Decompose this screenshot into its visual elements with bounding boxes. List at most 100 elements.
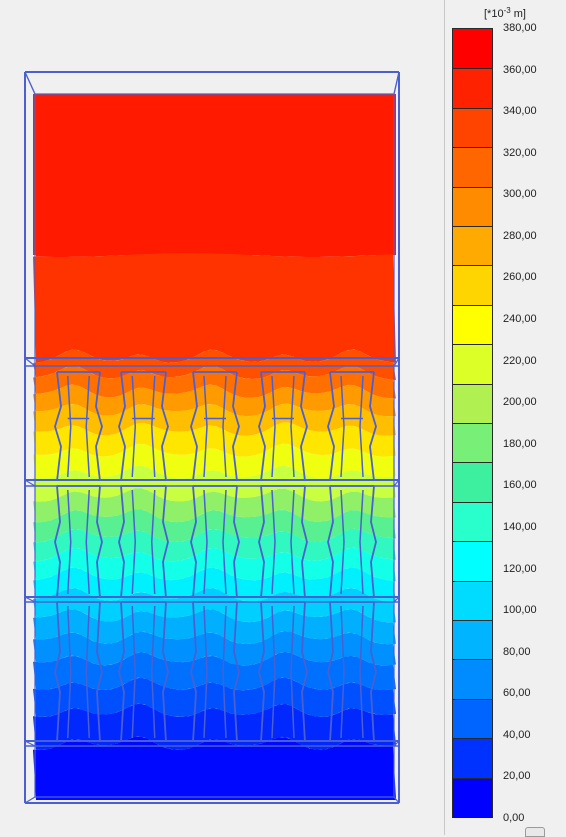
wall-right-edge	[301, 485, 308, 599]
slab-edge	[24, 596, 36, 603]
wall-right-edge	[370, 601, 377, 743]
legend-swatch	[453, 186, 492, 228]
wall-opening-edge	[150, 605, 156, 739]
wall-left-edge	[54, 371, 62, 482]
wall-right-edge	[162, 485, 169, 599]
wall-right-edge	[301, 601, 308, 743]
wall-opening-edge	[150, 375, 156, 478]
wall-right-edge	[233, 601, 240, 743]
view-settings-icon[interactable]	[525, 827, 545, 837]
wireframe-layer	[24, 71, 400, 804]
contour-band	[33, 253, 396, 363]
legend-tick-label: 360,00	[503, 63, 537, 76]
wall-left-edge	[118, 485, 125, 599]
wall-opening-edge	[203, 605, 208, 739]
legend-swatch	[453, 383, 492, 425]
legend-tick-label: 60,00	[503, 687, 531, 700]
legend-tick-label: 280,00	[503, 229, 537, 242]
legend-swatch	[453, 580, 492, 622]
legend-swatch	[453, 659, 492, 701]
wall-opening-edge	[271, 375, 276, 478]
legend-unit-label: [*10-3 m]	[484, 6, 526, 20]
legend-tick-label: 380,00	[503, 22, 537, 34]
wall-opening-edge	[290, 375, 295, 478]
legend-tick-label: 0,00	[503, 812, 525, 824]
wall-right-edge	[300, 371, 308, 482]
wall-opening-edge	[131, 375, 137, 478]
wall-right-edge	[162, 601, 169, 743]
contour-band-top	[33, 94, 396, 255]
wall-opening-edge	[359, 605, 364, 739]
wall-right-edge	[369, 371, 377, 482]
legend-tick-label: 240,00	[503, 313, 537, 326]
wall-right-edge	[96, 485, 103, 599]
wall-opening-edge	[85, 489, 90, 595]
legend-swatch	[453, 541, 492, 583]
slab-edge	[24, 357, 36, 367]
color-legend-bar	[452, 28, 493, 819]
wall-left-edge	[190, 601, 197, 743]
wall-opening-edge	[150, 489, 156, 595]
legend-swatch	[453, 147, 492, 189]
wall-right-edge	[95, 371, 103, 482]
slab-edge	[24, 740, 36, 747]
contour-band	[33, 736, 396, 800]
wall-left-edge	[54, 485, 61, 599]
slab-edge	[24, 479, 36, 487]
wall-right-edge	[370, 485, 377, 599]
wall-opening-edge	[340, 605, 345, 739]
legend-tick-label: 200,00	[503, 396, 537, 409]
wall-opening-edge	[85, 375, 90, 478]
legend-tick-label: 300,00	[503, 188, 537, 201]
wall-opening-edge	[359, 489, 364, 595]
legend-swatch	[453, 698, 492, 740]
legend-swatch	[453, 620, 492, 661]
wall-opening-edge	[203, 489, 208, 595]
wall-left-edge	[258, 485, 265, 599]
legend-swatch	[453, 304, 492, 346]
wall-opening-edge	[67, 489, 72, 595]
wall-left-edge	[258, 601, 265, 743]
contour-band	[33, 528, 396, 562]
wall-opening-edge	[131, 489, 137, 595]
wall-left-edge	[118, 371, 126, 482]
legend-tick-label: 180,00	[503, 437, 537, 450]
wall-opening-edge	[85, 605, 90, 739]
wall-left-edge	[54, 601, 61, 743]
legend-tick-label: 100,00	[503, 604, 537, 617]
wall-opening-edge	[67, 375, 72, 478]
slab-edge	[393, 479, 400, 487]
legend-swatch	[453, 226, 492, 267]
legend-swatch	[453, 265, 492, 307]
wall-opening-edge	[359, 375, 364, 478]
legend-swatch	[453, 501, 492, 543]
contour-band	[33, 588, 396, 623]
wall-left-edge	[327, 371, 335, 482]
legend-swatch	[453, 738, 492, 780]
box-edge-depth	[24, 71, 36, 95]
legend-tick-label: 320,00	[503, 146, 537, 159]
wall-opening-edge	[222, 605, 227, 739]
wall-opening-edge	[67, 605, 72, 739]
wall-opening-edge	[340, 375, 345, 478]
wall-opening-edge	[271, 489, 276, 595]
legend-tick-label: 160,00	[503, 479, 537, 492]
legend-swatch	[453, 68, 492, 110]
wall-opening-edge	[290, 605, 295, 739]
legend-swatch	[453, 777, 492, 819]
box-edge-depth	[24, 796, 36, 804]
legend-tick-label: 220,00	[503, 354, 537, 367]
wall-opening-edge	[222, 375, 227, 478]
legend-swatch	[453, 462, 492, 504]
wall-left-edge	[190, 371, 198, 482]
legend-tick-label: 260,00	[503, 271, 537, 284]
contour-band	[33, 488, 396, 523]
legend-swatch	[453, 423, 492, 464]
wall-left-edge	[118, 601, 125, 743]
wall-opening-edge	[340, 489, 345, 595]
legend-tick-label: 120,00	[503, 562, 537, 575]
legend-swatch	[453, 29, 492, 69]
slab-edge	[393, 596, 400, 603]
legend-tick-label: 140,00	[503, 520, 537, 533]
